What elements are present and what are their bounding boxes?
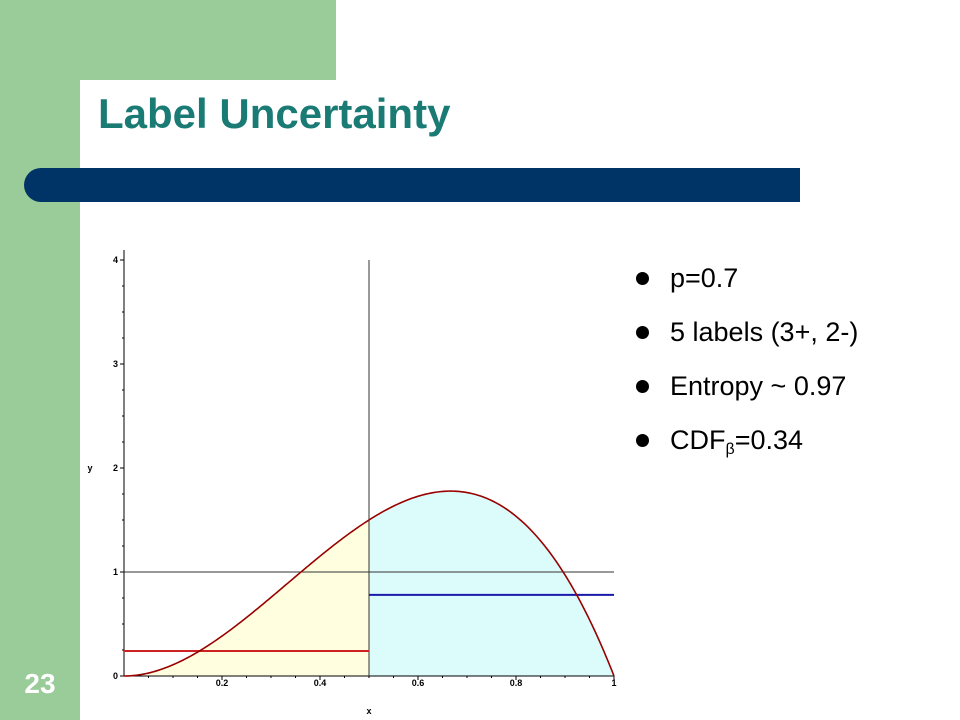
bullet-item: CDFβ=0.34 [632, 420, 858, 474]
x-tick-label: 1 [611, 678, 616, 688]
x-tick-label: 0.2 [216, 678, 229, 688]
y-tick-label: 1 [113, 567, 118, 577]
bullet-text: Entropy ~ 0.97 [670, 371, 847, 401]
y-tick-label: 0 [113, 671, 118, 681]
x-tick-label: 0.8 [510, 678, 523, 688]
slide-number: 23 [24, 668, 56, 699]
bullet-subscript: β [725, 441, 735, 458]
bullet-item: 5 labels (3+, 2-) [632, 312, 858, 366]
beta-distribution-chart: 0.2 0.4 0.6 0.8 1 0 1 2 3 4 x y [87, 250, 617, 716]
slide-title: Label Uncertainty [98, 90, 451, 137]
bullet-list: p=0.7 5 labels (3+, 2-) Entropy ~ 0.97 C… [632, 258, 858, 474]
bullet-suffix: =0.34 [734, 425, 804, 455]
y-tick-label: 3 [113, 359, 118, 369]
y-tick-label: 4 [113, 255, 118, 265]
x-tick-label: 0.4 [314, 678, 327, 688]
bullet-dot-icon [636, 380, 649, 393]
bullet-item: p=0.7 [632, 258, 858, 312]
x-tick-label: 0.6 [412, 678, 425, 688]
x-axis-label: x [366, 706, 371, 716]
shaded-region-1 [369, 491, 614, 676]
top-bar [80, 0, 336, 80]
title-rule-bar [24, 168, 800, 202]
bullet-text: p=0.7 [670, 263, 739, 293]
bullet-dot-icon [636, 434, 649, 447]
bullet-dot-icon [636, 326, 649, 339]
y-axis-label: y [87, 463, 92, 473]
beta-curve [123, 490, 615, 677]
bullet-text: 5 labels (3+, 2-) [670, 317, 859, 347]
bullet-item: Entropy ~ 0.97 [632, 366, 858, 420]
bullet-dot-icon [636, 272, 649, 285]
side-bar [0, 0, 80, 720]
shaded-region-0 [124, 520, 369, 676]
y-tick-label: 2 [113, 463, 118, 473]
bullet-text: CDF [670, 425, 726, 455]
